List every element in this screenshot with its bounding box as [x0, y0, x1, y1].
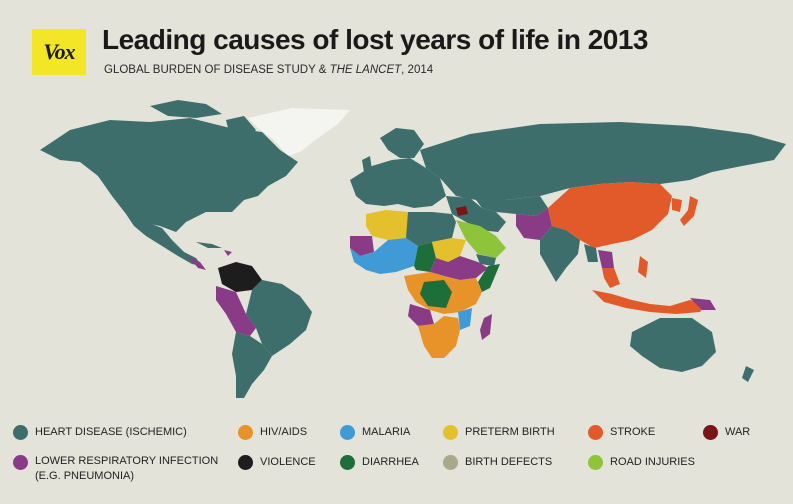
region-chad-diarrhea — [414, 242, 436, 272]
region-central-america — [188, 256, 206, 270]
region-myanmar — [584, 244, 598, 262]
region-west-africa-malaria — [350, 238, 418, 274]
legend-swatch-violence — [238, 455, 253, 470]
legend-label-stroke: STROKE — [610, 426, 656, 438]
legend-item-stroke: STROKE — [588, 425, 655, 440]
legend-swatch-war — [703, 425, 718, 440]
page-title: Leading causes of lost years of life in … — [102, 24, 648, 55]
region-cuba — [196, 242, 222, 248]
legend-label-malaria: MALARIA — [362, 426, 411, 438]
region-central-asia — [476, 196, 548, 216]
region-somalia — [478, 264, 500, 292]
legend-swatch-stroke — [588, 425, 603, 440]
region-uk — [362, 156, 372, 172]
legend-label-violence: VIOLENCE — [260, 456, 316, 468]
legend-item-road-injuries: ROAD INJURIES — [588, 455, 695, 470]
legend-label-lower-respiratory-line2: (E.G. PNEUMONIA) — [35, 470, 135, 482]
legend-swatch-birth-defects — [443, 455, 458, 470]
region-indonesia — [592, 290, 706, 314]
region-sudan — [432, 238, 466, 262]
subtitle-source: GLOBAL BURDEN OF DISEASE STUDY & — [104, 64, 330, 76]
world-map — [40, 100, 786, 398]
region-syria — [456, 206, 468, 216]
region-west-africa-purple — [350, 236, 374, 256]
legend-label-preterm-birth: PRETERM BIRTH — [465, 426, 555, 438]
region-north-africa-west — [366, 210, 408, 240]
region-philippines — [638, 256, 648, 278]
legend-swatch-diarrhea — [340, 455, 355, 470]
region-india — [540, 226, 580, 282]
legend-item-birth-defects: BIRTH DEFECTS — [443, 455, 552, 470]
legend-swatch-lower-respiratory — [13, 455, 28, 470]
region-southern-cone — [232, 332, 272, 398]
region-mozambique-malaria — [458, 308, 472, 330]
legend-item-lower-respiratory: LOWER RESPIRATORY INFECTION (E.G. PNEUMO… — [13, 454, 218, 484]
legend-item-hiv-aids: HIV/AIDS — [238, 425, 307, 440]
legend-swatch-road-injuries — [588, 455, 603, 470]
region-southern-africa-hiv — [418, 316, 460, 358]
page-subtitle: GLOBAL BURDEN OF DISEASE STUDY & THE LAN… — [104, 64, 433, 76]
legend-item-malaria: MALARIA — [340, 425, 410, 440]
legend-item-violence: VIOLENCE — [238, 455, 316, 470]
region-haiti — [224, 250, 232, 256]
legend-label-war: WAR — [725, 426, 751, 438]
region-new-zealand — [742, 366, 754, 382]
region-angola-purple — [408, 304, 434, 326]
region-scandinavia — [380, 128, 424, 158]
region-afghanistan-pakistan — [516, 208, 552, 240]
subtitle-journal: THE LANCET — [329, 64, 402, 76]
region-yemen — [476, 254, 496, 266]
legend-item-heart-disease: HEART DISEASE (ISCHEMIC) — [13, 425, 187, 440]
legend-swatch-hiv-aids — [238, 425, 253, 440]
legend-label-lower-respiratory: LOWER RESPIRATORY INFECTION (E.G. PNEUMO… — [35, 454, 218, 484]
region-mexico — [126, 214, 202, 266]
region-japan — [680, 196, 698, 226]
legend-swatch-heart-disease — [13, 425, 28, 440]
region-baffin — [226, 116, 256, 142]
region-europe — [350, 158, 446, 208]
region-libya-egypt — [406, 212, 456, 246]
legend-label-heart-disease: HEART DISEASE (ISCHEMIC) — [35, 426, 187, 438]
region-australia — [630, 318, 716, 372]
region-horn-purple — [430, 256, 488, 280]
region-russia — [420, 122, 786, 200]
legend-label-road-injuries: ROAD INJURIES — [610, 456, 695, 468]
region-turkey-iran — [446, 196, 506, 232]
legend-item-war: WAR — [703, 425, 750, 440]
legend-label-lower-respiratory-line1: LOWER RESPIRATORY INFECTION — [35, 455, 219, 467]
region-madagascar — [480, 314, 492, 340]
legend-label-diarrhea: DIARRHEA — [362, 456, 419, 468]
legend-label-hiv-aids: HIV/AIDS — [260, 426, 308, 438]
region-north-america — [40, 118, 298, 232]
legend-swatch-malaria — [340, 425, 355, 440]
legend-swatch-preterm-birth — [443, 425, 458, 440]
region-venezuela-colombia — [218, 262, 262, 292]
region-saudi — [456, 220, 506, 258]
region-peru-bolivia — [216, 286, 256, 336]
region-congo — [420, 280, 452, 308]
region-laos — [598, 250, 614, 268]
legend: HEART DISEASE (ISCHEMIC) HIV/AIDS MALARI… — [0, 418, 793, 504]
legend-item-diarrhea: DIARRHEA — [340, 455, 419, 470]
vox-logo: Vox — [32, 29, 86, 75]
legend-label-birth-defects: BIRTH DEFECTS — [465, 456, 553, 468]
region-vietnam-thailand — [602, 268, 620, 288]
region-china — [548, 182, 672, 248]
legend-item-preterm-birth: PRETERM BIRTH — [443, 425, 555, 440]
subtitle-year: , 2014 — [401, 64, 434, 76]
region-korea — [672, 198, 682, 212]
region-png — [690, 298, 716, 310]
region-greenland — [248, 108, 350, 156]
region-arctic-islands — [150, 100, 222, 118]
logo-text: Vox — [43, 39, 75, 64]
region-brazil — [246, 280, 312, 356]
